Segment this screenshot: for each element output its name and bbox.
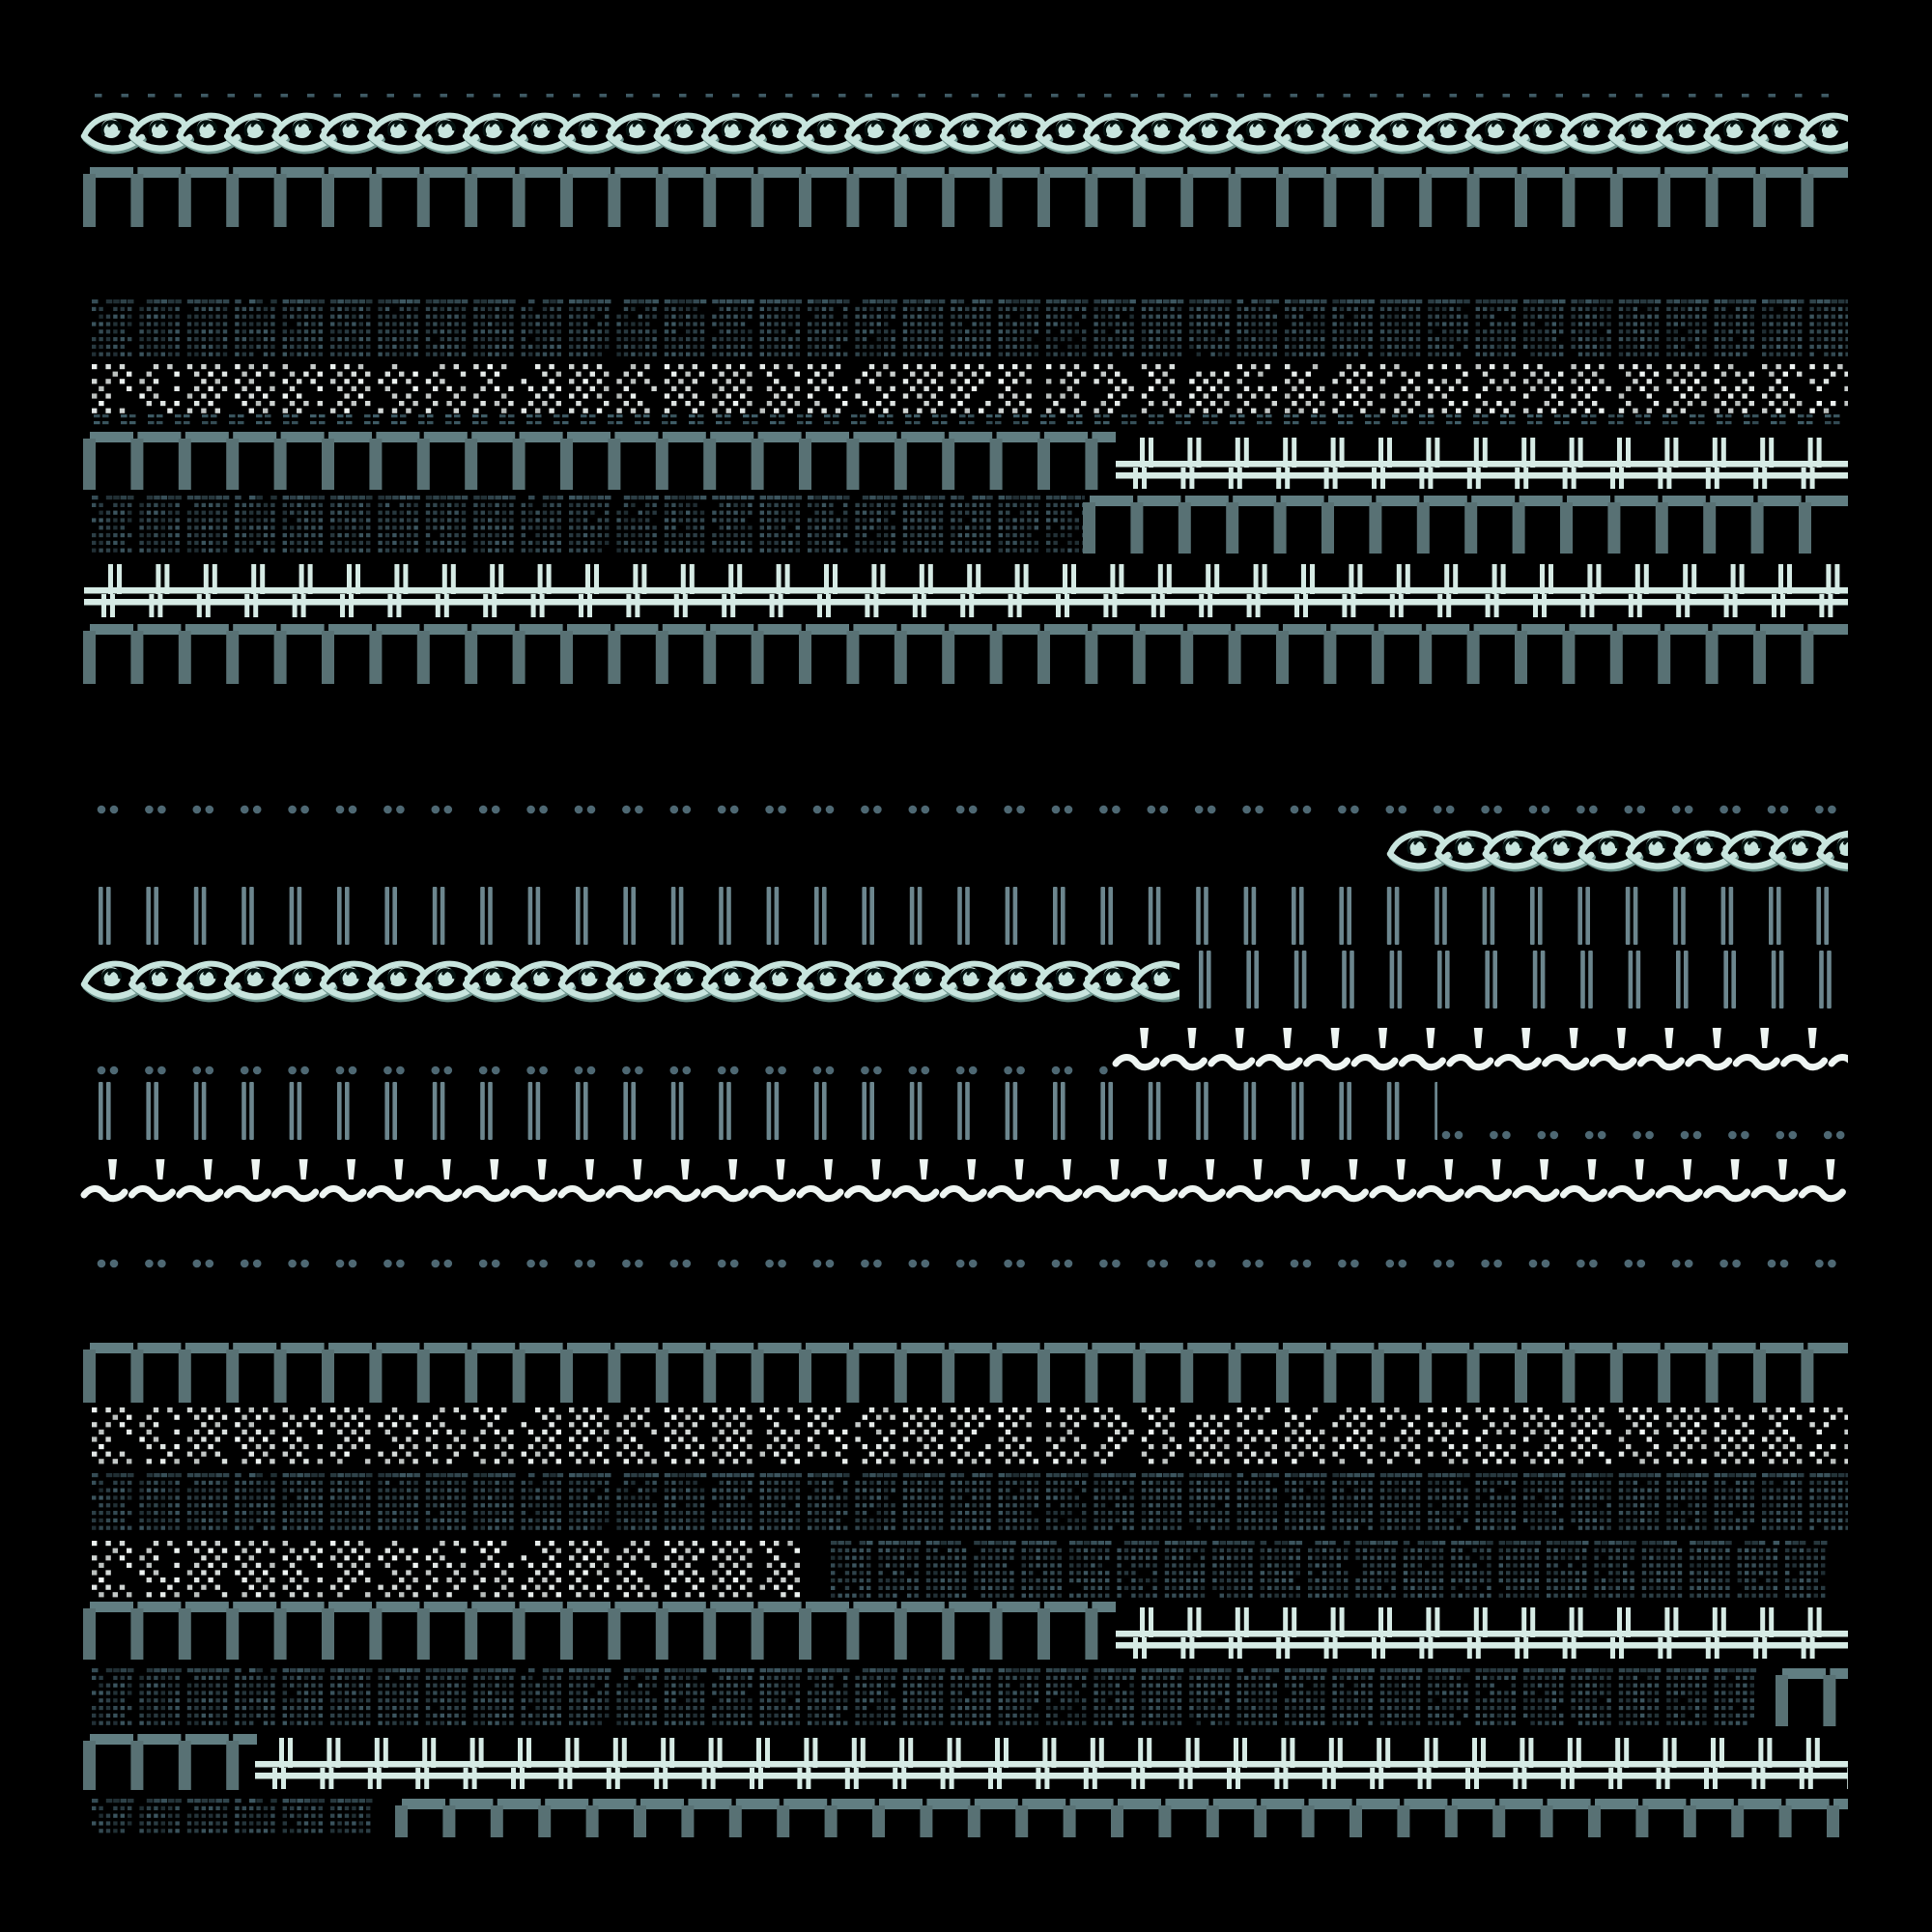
pattern-row-dash-line-top: [95, 94, 1829, 98]
pattern-row-eye-right: [1386, 830, 1848, 872]
pattern-row-eye-band-top: [80, 112, 1848, 155]
pattern-row-cross-band-2: [255, 1738, 1848, 1789]
pattern-row-pi-bottom: [395, 1799, 1848, 1837]
pattern-row-dark-dot-left-2: [92, 1668, 1757, 1725]
pattern-row-cross-band-1: [84, 564, 1848, 617]
pattern-row-dot-left: [97, 1065, 1108, 1075]
pattern-row-white-dot-left: [92, 1541, 800, 1598]
pattern-row-bar-band-1: [99, 887, 1829, 945]
pattern-row-dark-dot-right: [831, 1541, 1828, 1598]
pattern-row-pi-band-2: [83, 624, 1848, 684]
pattern-row-tilde-right: [1112, 1028, 1848, 1071]
pattern-row-bar-right-2: [1199, 951, 1832, 1009]
pattern-row-eye-left: [80, 960, 1179, 1003]
pattern-row-cross-right-2: [1116, 1607, 1848, 1659]
pattern-row-pi-band-3: [83, 1343, 1848, 1403]
pattern-row-dash-pair-line: [94, 414, 1840, 425]
pattern-row-white-dot-band-1: [92, 364, 1848, 413]
pattern-row-dot-line-2: [97, 1259, 1836, 1268]
pattern-row-white-dot-band-2: [92, 1407, 1848, 1464]
pattern-row-dark-dot-band-2: [92, 1473, 1848, 1530]
pattern-row-pi-band-top: [83, 167, 1848, 227]
pattern-row-dark-dot-band-1: [92, 299, 1848, 356]
pattern-row-bar-left-3: [99, 1082, 1437, 1140]
pattern-row-dark-dot-left-short: [92, 1799, 373, 1833]
pattern-row-pi-corner-right: [1776, 1668, 1848, 1726]
pattern-row-dot-right: [1441, 1130, 1845, 1140]
pattern-row-pi-right-1: [1083, 496, 1848, 554]
pattern-row-tilde-band: [80, 1159, 1846, 1203]
pattern-row-cross-right-1: [1116, 438, 1848, 489]
pattern-row-pi-left-short: [83, 1734, 257, 1790]
pattern-row-pi-left-2: [83, 1602, 1116, 1660]
pattern-row-pi-left-1: [83, 432, 1116, 490]
pattern-row-dot-line-1: [97, 805, 1836, 814]
pattern-row-dark-dot-left-1: [92, 496, 1085, 553]
